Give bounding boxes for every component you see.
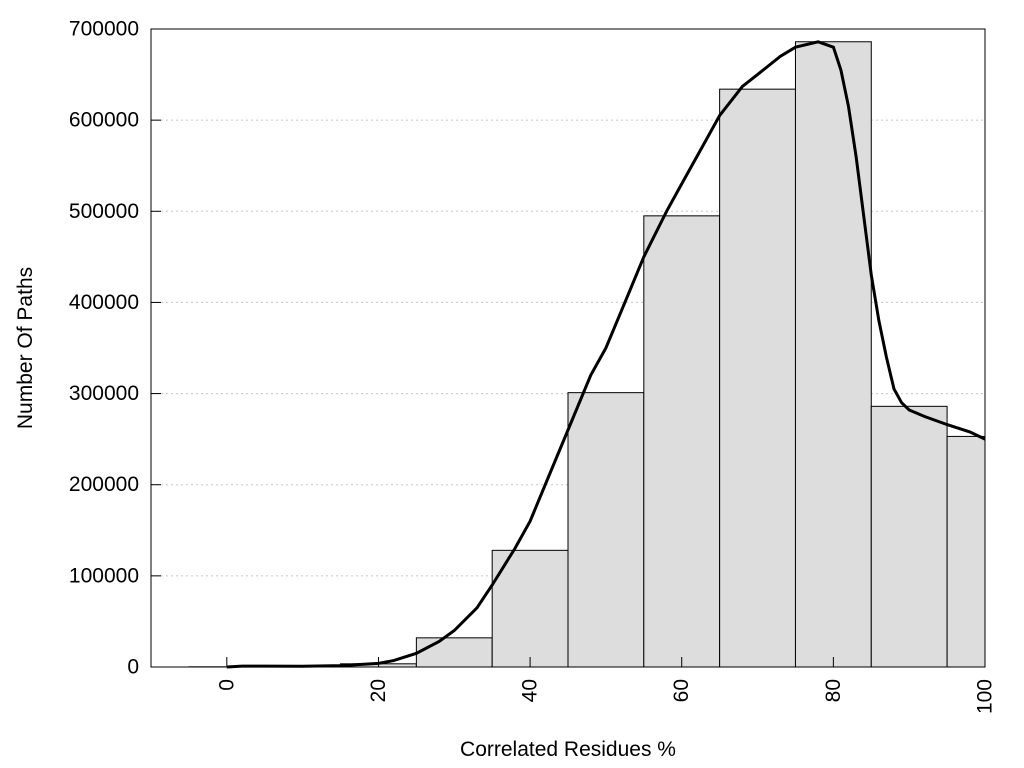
x-tick-label: 80: [822, 679, 845, 702]
x-tick-label: 0: [215, 679, 238, 691]
y-tick-label: 300000: [69, 382, 139, 405]
bars: [188, 41, 986, 668]
bar: [415, 637, 493, 668]
x-axis-ticks: 0 20 40 60 80 100: [215, 657, 997, 714]
bar: [946, 435, 986, 668]
plot-frame: [150, 28, 986, 668]
y-tick-label: 400000: [69, 291, 139, 314]
y-tick-label: 700000: [69, 18, 139, 41]
y-tick-label: 600000: [69, 109, 139, 132]
y-axis-ticks: 0 100000 200000 300000 400000 500000 600000 700…: [69, 18, 161, 679]
bar: [567, 392, 645, 668]
bar: [794, 41, 872, 668]
bar: [870, 405, 948, 668]
x-tick-label: 40: [519, 679, 542, 702]
x-axis-label: Correlated Residues %: [460, 738, 676, 761]
bar: [643, 215, 721, 668]
density-curve: [226, 40, 986, 669]
y-tick-label: 200000: [69, 473, 139, 496]
y-tick-label: 500000: [69, 200, 139, 223]
x-tick-label: 100: [974, 679, 997, 714]
x-tick-label: 60: [670, 679, 693, 702]
bar: [719, 88, 796, 668]
y-axis-label: Number Of Paths: [14, 267, 37, 429]
y-tick-label: 0: [127, 656, 139, 679]
y-tick-label: 100000: [69, 564, 139, 587]
x-tick-label: 20: [367, 679, 390, 702]
